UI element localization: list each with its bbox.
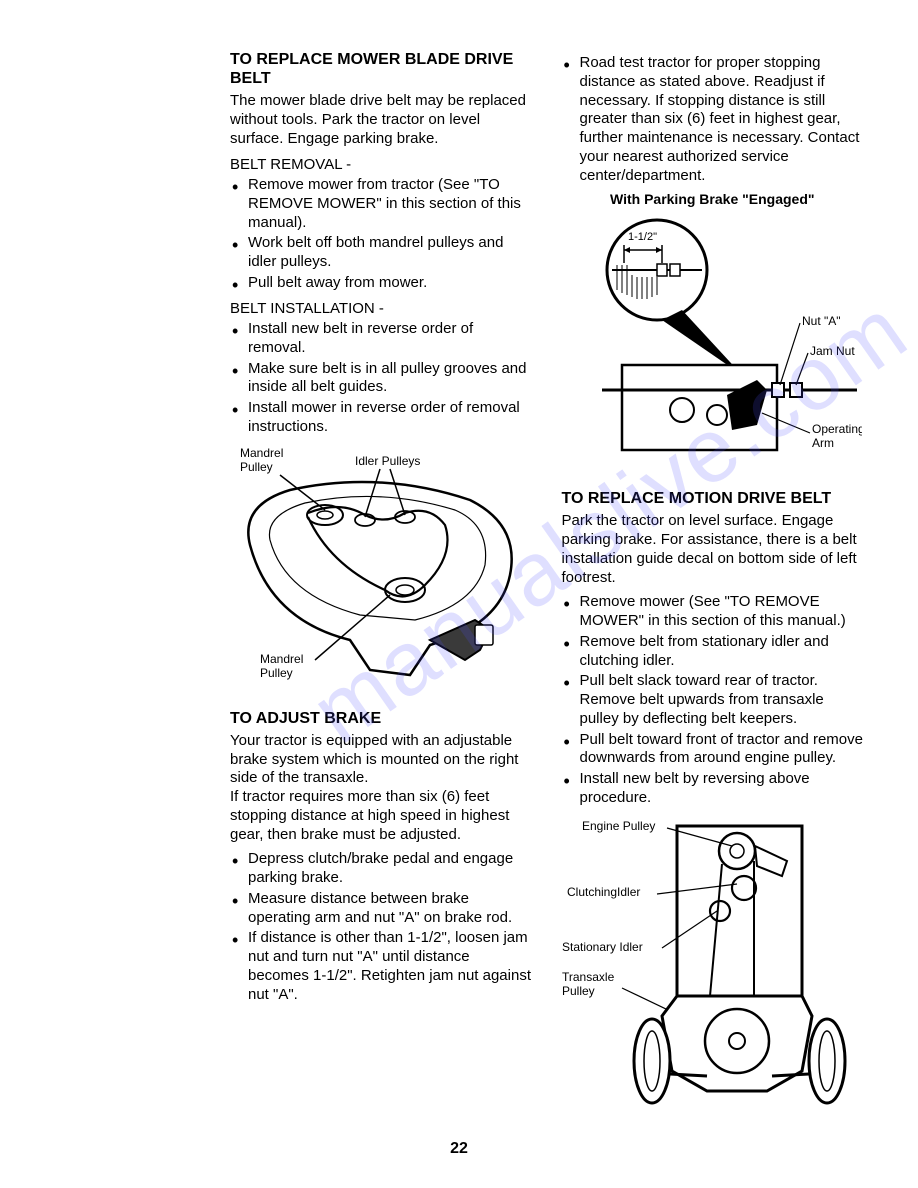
label-operating-arm-1: Operating: [812, 422, 862, 436]
label-mandrel-pulley-bottom: Mandrel: [260, 652, 303, 666]
list-item: Remove mower (See "TO REMOVE MOWER" in t…: [580, 593, 864, 631]
heading-replace-motion-belt: TO REPLACE MOTION DRIVE BELT: [562, 489, 864, 508]
subheading-belt-removal: BELT REMOVAL -: [230, 155, 532, 175]
list-item: Install new belt by reversing above proc…: [580, 770, 864, 808]
label-transaxle-pulley-1: Transaxle: [562, 970, 615, 984]
page-number: 22: [450, 1140, 468, 1158]
label-nut-a: Nut "A": [802, 314, 841, 328]
label-stationary-idler: Stationary Idler: [562, 940, 643, 954]
label-idler-pulleys: Idler Pulleys: [355, 454, 420, 468]
label-mandrel-pulley-bottom-2: Pulley: [260, 666, 293, 680]
intro-adjust-brake: Your tractor is equipped with an adjusta…: [230, 732, 532, 845]
list-item: Remove mower from tractor (See "TO REMOV…: [248, 176, 532, 232]
list-item: Pull belt slack toward rear of tractor. …: [580, 672, 864, 728]
list-item: Make sure belt is in all pulley grooves …: [248, 360, 532, 398]
intro-replace-motion-belt: Park the tractor on level surface. Engag…: [562, 512, 864, 587]
label-engine-pulley: Engine Pulley: [582, 819, 655, 833]
heading-adjust-brake: TO ADJUST BRAKE: [230, 709, 532, 728]
list-item: If distance is other than 1-1/2", loosen…: [248, 929, 532, 1004]
diagram-brake-adjustment: 1-1/2": [562, 215, 864, 475]
list-item: Measure distance between brake operating…: [248, 890, 532, 928]
list-replace-motion-belt: Remove mower (See "TO REMOVE MOWER" in t…: [562, 593, 864, 807]
list-belt-removal: Remove mower from tractor (See "TO REMOV…: [230, 176, 532, 293]
diagram-mower-deck: Mandrel Pulley Idler Pulleys: [230, 445, 532, 695]
intro-replace-blade-belt: The mower blade drive belt may be replac…: [230, 92, 532, 148]
list-item: Pull belt toward front of tractor and re…: [580, 731, 864, 769]
heading-replace-blade-belt: TO REPLACE MOWER BLADE DRIVE BELT: [230, 50, 532, 88]
subheading-belt-installation: BELT INSTALLATION -: [230, 299, 532, 319]
label-transaxle-pulley-2: Pulley: [562, 984, 595, 998]
label-clutching-idler: ClutchingIdler: [567, 885, 640, 899]
list-item: Install new belt in reverse order of rem…: [248, 320, 532, 358]
list-item: Depress clutch/brake pedal and engage pa…: [248, 850, 532, 888]
list-road-test: Road test tractor for proper stopping di…: [562, 54, 864, 185]
content-columns: TO REPLACE MOWER BLADE DRIVE BELT The mo…: [230, 50, 863, 1130]
caption-parking-brake-engaged: With Parking Brake "Engaged": [562, 191, 864, 207]
left-column: TO REPLACE MOWER BLADE DRIVE BELT The mo…: [230, 50, 532, 1130]
label-dimension: 1-1/2": [628, 231, 657, 243]
label-operating-arm-2: Arm: [812, 436, 834, 450]
list-item: Pull belt away from mower.: [248, 274, 532, 293]
diagram-motion-drive-belt: Engine Pulley ClutchingIdler Stationary …: [562, 816, 864, 1116]
list-item: Remove belt from stationary idler and cl…: [580, 633, 864, 671]
right-column: Road test tractor for proper stopping di…: [562, 50, 864, 1130]
list-item: Work belt off both mandrel pulleys and i…: [248, 234, 532, 272]
list-item: Install mower in reverse order of remova…: [248, 399, 532, 437]
label-mandrel-pulley-top-2: Pulley: [240, 460, 273, 474]
label-mandrel-pulley-top: Mandrel: [240, 446, 283, 460]
list-belt-installation: Install new belt in reverse order of rem…: [230, 320, 532, 437]
list-item: Road test tractor for proper stopping di…: [580, 54, 864, 185]
list-adjust-brake: Depress clutch/brake pedal and engage pa…: [230, 850, 532, 1004]
label-jam-nut: Jam Nut: [810, 344, 855, 358]
